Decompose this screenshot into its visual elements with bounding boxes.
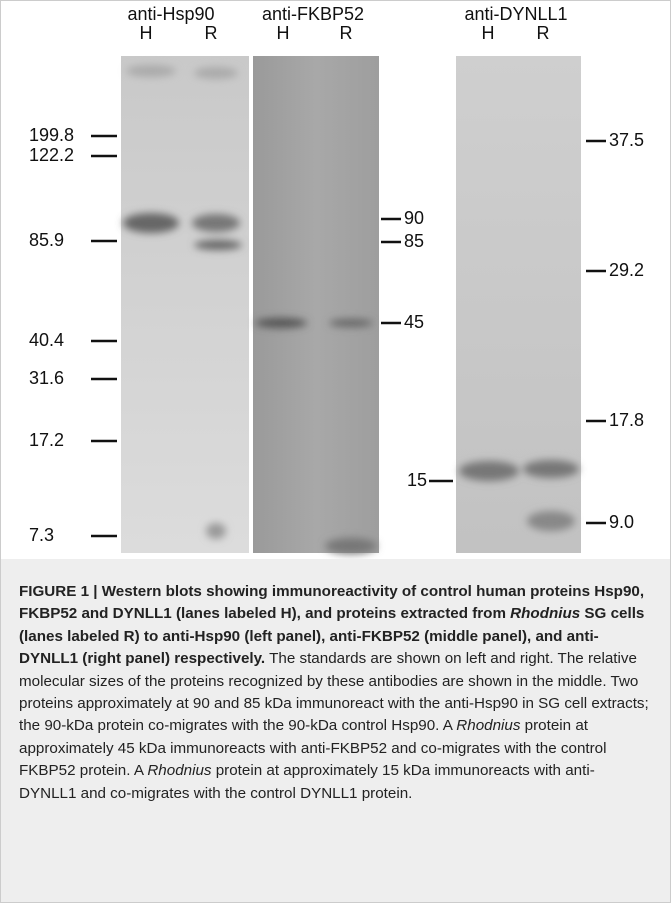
caption-text: protein at approximately 45 kDa immunore… bbox=[19, 717, 607, 780]
marker-label: 9.0 bbox=[609, 512, 634, 532]
marker-label: 90 bbox=[404, 208, 424, 228]
marker-label: 17.2 bbox=[29, 430, 64, 450]
marker-label: 31.6 bbox=[29, 368, 64, 388]
lane-label: H bbox=[140, 23, 153, 43]
marker-label: 85 bbox=[404, 231, 424, 251]
bands bbox=[123, 65, 579, 554]
marker-label: 199.8 bbox=[29, 125, 74, 145]
lane-label: H bbox=[482, 23, 495, 43]
blot-panel bbox=[121, 56, 249, 553]
caption-text: FIGURE 1 | Western blots showing immunor… bbox=[19, 583, 645, 623]
caption-text: The standards are shown on left and righ… bbox=[19, 650, 649, 735]
marker-label: 122.2 bbox=[29, 145, 74, 165]
lane-label: H bbox=[277, 23, 290, 43]
caption-text: Rhodnius bbox=[147, 762, 212, 780]
marker-label: 15 bbox=[407, 470, 427, 490]
marker-label: 85.9 bbox=[29, 230, 64, 250]
caption-text: Rhodnius bbox=[456, 717, 521, 735]
caption: FIGURE 1 | Western blots showing immunor… bbox=[1, 559, 670, 902]
panel-title: anti-FKBP52 bbox=[262, 4, 364, 24]
caption-text: protein at approximately 15 kDa immunore… bbox=[19, 762, 595, 802]
blot-panel bbox=[253, 56, 379, 553]
lane-label: R bbox=[340, 23, 353, 43]
marker-label: 37.5 bbox=[609, 130, 644, 150]
marker-label: 29.2 bbox=[609, 260, 644, 280]
marker-label: 45 bbox=[404, 312, 424, 332]
panel-title: anti-Hsp90 bbox=[127, 4, 214, 24]
marker-label: 7.3 bbox=[29, 525, 54, 545]
caption-text: SG cells (lanes labeled R) to anti-Hsp90… bbox=[19, 605, 645, 668]
lane-label: R bbox=[205, 23, 218, 43]
marker-label: 17.8 bbox=[609, 410, 644, 430]
lane-label: R bbox=[537, 23, 550, 43]
panel-title: anti-DYNLL1 bbox=[464, 4, 567, 24]
marker-label: 40.4 bbox=[29, 330, 64, 350]
caption-text: Rhodnius bbox=[510, 605, 581, 623]
